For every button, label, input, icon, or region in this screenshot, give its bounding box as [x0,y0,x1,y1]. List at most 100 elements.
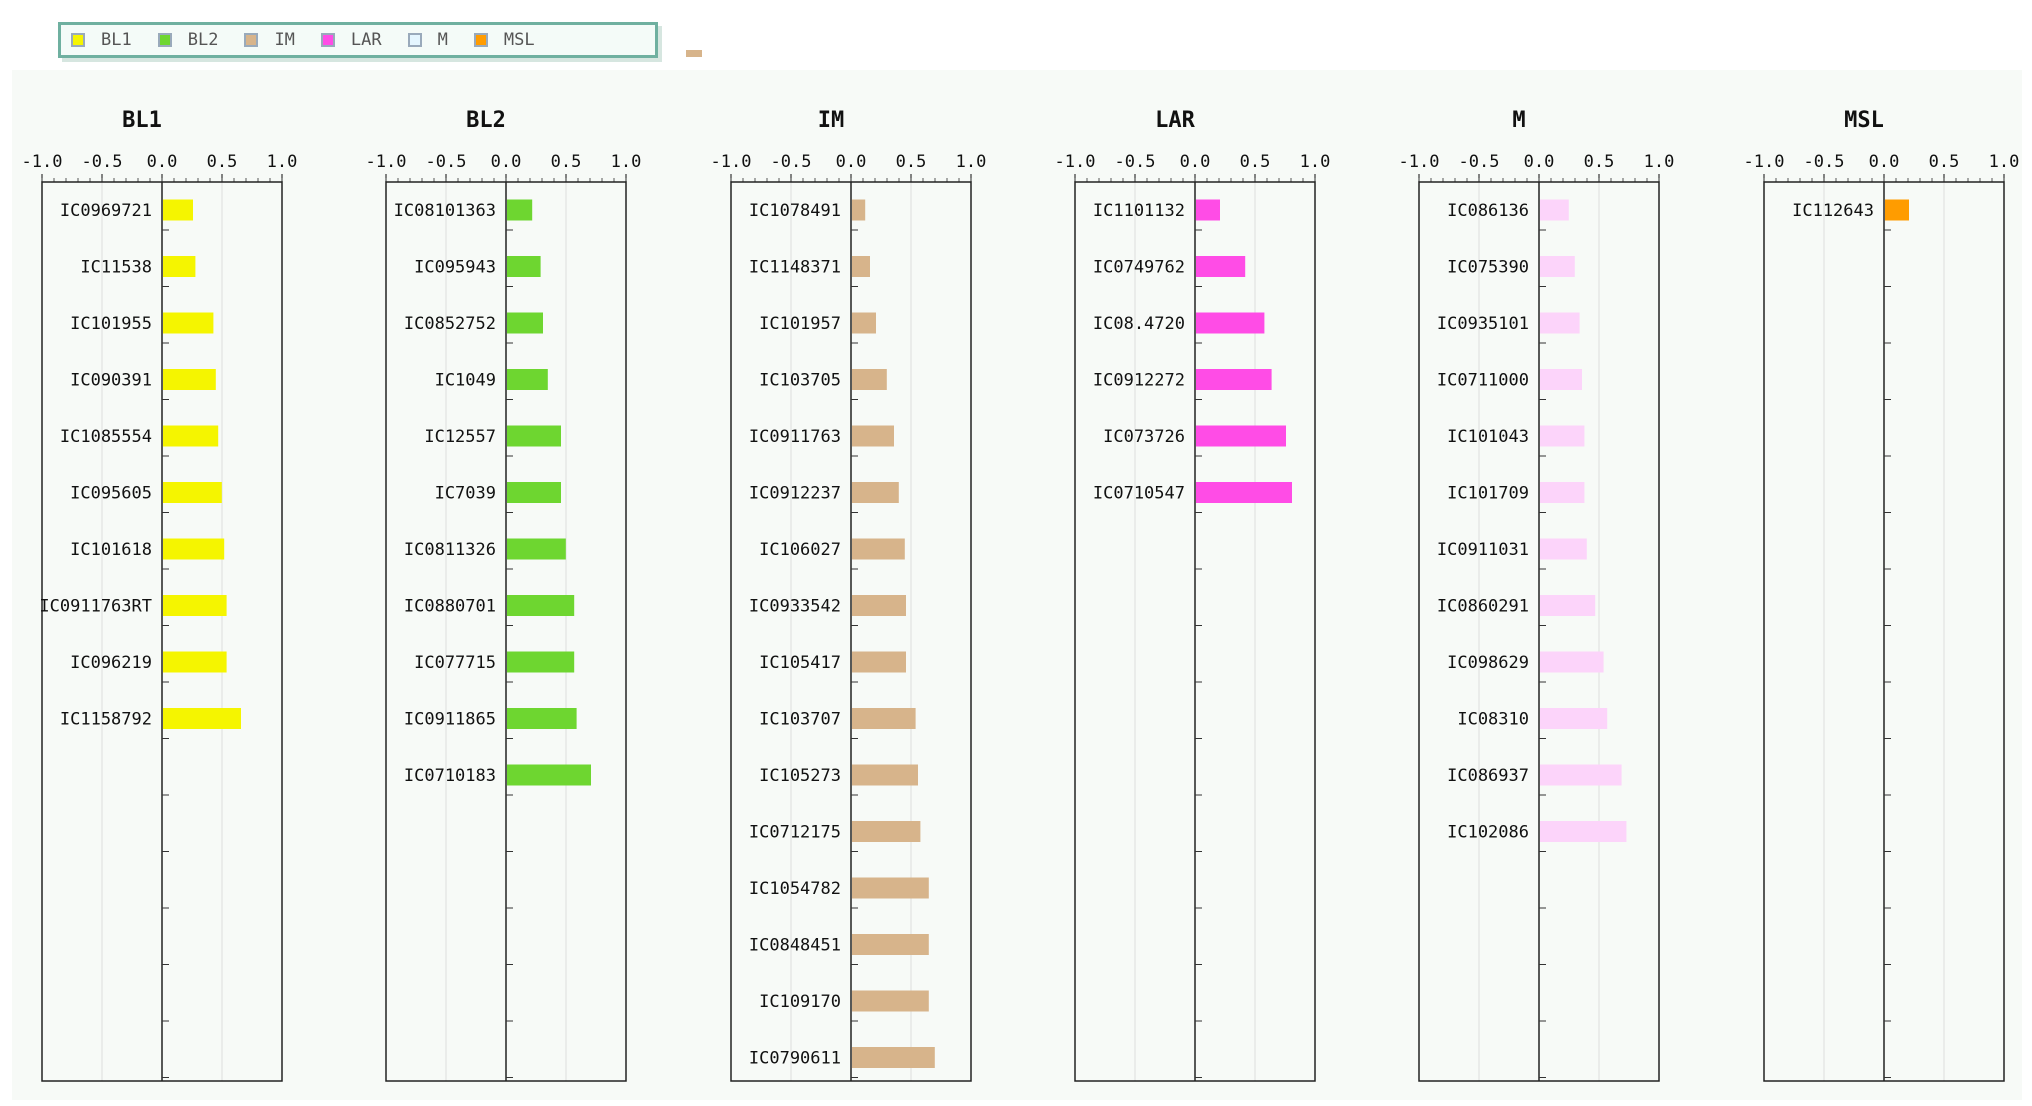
tick-label-msl: 0.0 [1869,152,1900,172]
legend-item-msl: MSL [473,30,535,50]
category-label-m: IC101709 [1447,484,1529,504]
chart-title-lar: LAR [1155,108,1195,133]
bar-m [1540,425,1585,447]
bar-bl2 [507,256,541,277]
legend-item-lar: LAR [320,30,382,50]
tick-label-bl1: -0.5 [82,152,123,172]
bar-bl1 [163,482,222,503]
bar-bl1 [163,312,214,334]
category-label-m: IC101043 [1447,427,1529,447]
category-label-lar: IC08.4720 [1093,314,1185,334]
bar-bl2 [507,651,575,673]
tick-label-im: -0.5 [771,152,812,172]
category-label-bl2: IC095943 [414,258,496,278]
bar-lar [1196,256,1246,277]
legend-swatch-bl1 [71,33,85,47]
category-label-bl2: IC12557 [424,427,496,447]
category-label-m: IC075390 [1447,258,1529,278]
legend-label-lar: LAR [350,30,382,50]
tick-label-bl2: -0.5 [426,152,467,172]
category-label-im: IC1148371 [749,258,841,278]
category-label-bl2: IC0811326 [404,540,496,560]
bar-bl2 [507,538,566,560]
bar-msl [1885,199,1909,221]
category-label-m: IC086937 [1447,766,1529,786]
tick-label-m: 0.0 [1524,152,1555,172]
category-label-m: IC08310 [1457,710,1529,730]
category-label-bl2: IC077715 [414,653,496,673]
tick-label-im: 0.0 [836,152,867,172]
category-label-bl2: IC7039 [435,484,496,504]
bar-im [852,369,887,390]
category-label-bl2: IC0880701 [404,597,496,617]
category-label-m: IC0935101 [1437,314,1529,334]
tick-label-bl2: -1.0 [366,152,407,172]
bar-bl1 [163,595,227,616]
chart-title-msl: MSL [1844,108,1884,133]
category-label-bl2: IC0911865 [404,710,496,730]
bar-bl2 [507,764,591,786]
tick-label-bl2: 0.0 [491,152,522,172]
bar-lar [1196,369,1272,390]
bar-lar [1196,199,1220,221]
legend-swatch-msl [473,33,488,47]
legend-label-im: IM [274,30,295,50]
category-label-im: IC103705 [759,371,841,391]
tick-label-msl: -1.0 [1744,152,1785,172]
category-label-im: IC0848451 [749,936,841,956]
category-label-bl1: IC11538 [80,258,152,278]
tick-label-m: -0.5 [1459,152,1500,172]
category-label-im: IC106027 [759,540,841,560]
tick-label-im: 0.5 [896,152,927,172]
bar-bl1 [163,651,227,673]
tick-label-bl1: 0.5 [207,152,238,172]
plot-background [12,70,2022,1100]
category-label-m: IC0911031 [1437,540,1529,560]
bar-im [852,425,894,447]
bar-bl1 [163,256,196,277]
legend-item-bl1: BL1 [71,30,132,50]
bar-im [852,482,899,503]
bar-m [1540,199,1569,221]
bar-im [852,199,866,221]
category-label-im: IC0712175 [749,823,841,843]
tick-label-lar: 0.0 [1180,152,1211,172]
category-label-bl1: IC090391 [70,371,152,391]
legend-label-bl2: BL2 [187,30,219,50]
bar-m [1540,708,1608,729]
category-label-im: IC1078491 [749,201,841,221]
category-label-bl1: IC095605 [70,484,152,504]
category-label-bl2: IC0852752 [404,314,496,334]
tick-label-m: -1.0 [1399,152,1440,172]
category-label-im: IC101957 [759,314,841,334]
bar-lar [1196,425,1286,447]
bar-bl1 [163,425,219,447]
bar-m [1540,312,1580,334]
tick-label-bl2: 0.5 [551,152,582,172]
legend-item-im: IM [244,30,295,50]
category-label-im: IC1054782 [749,879,841,899]
legend: BL1 BL2 IM LAR M MSL [58,22,658,58]
bar-im [852,708,916,729]
category-label-bl1: IC101955 [70,314,152,334]
legend-extra-mark [686,50,702,57]
bar-m [1540,651,1604,673]
tick-label-lar: -1.0 [1055,152,1096,172]
category-label-im: IC109170 [759,992,841,1012]
bar-bl1 [163,538,225,560]
category-label-m: IC098629 [1447,653,1529,673]
bar-lar [1196,482,1292,503]
category-label-bl1: IC0969721 [60,201,152,221]
bar-im [852,312,876,334]
category-label-im: IC105273 [759,766,841,786]
chart-title-m: M [1512,108,1525,133]
bar-bl2 [507,482,561,503]
bar-m [1540,369,1582,390]
category-label-m: IC086136 [1447,201,1529,221]
legend-swatch-im [244,33,259,47]
bar-m [1540,764,1622,786]
category-label-m: IC102086 [1447,823,1529,843]
bar-m [1540,538,1587,560]
chart-title-im: IM [818,108,845,133]
